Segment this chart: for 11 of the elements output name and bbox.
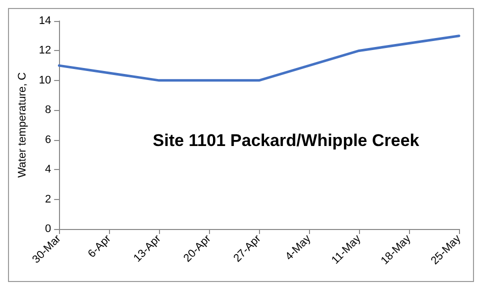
y-tick-label: 0 [45, 223, 52, 235]
text: Site 1101 Packard/Whipple Creek [152, 131, 420, 150]
y-tick-label: 14 [38, 15, 52, 27]
y-tick-label: 2 [45, 193, 52, 206]
y-axis-title: Water temperature, C [16, 72, 28, 178]
line-series [58, 34, 460, 82]
y-tick-label: 8 [45, 104, 52, 116]
y-tick-label: 10 [38, 74, 52, 86]
y-tick-label: 4 [45, 164, 52, 176]
y-tick-label: 12 [38, 44, 52, 57]
y-tick-label: 6 [45, 134, 52, 146]
